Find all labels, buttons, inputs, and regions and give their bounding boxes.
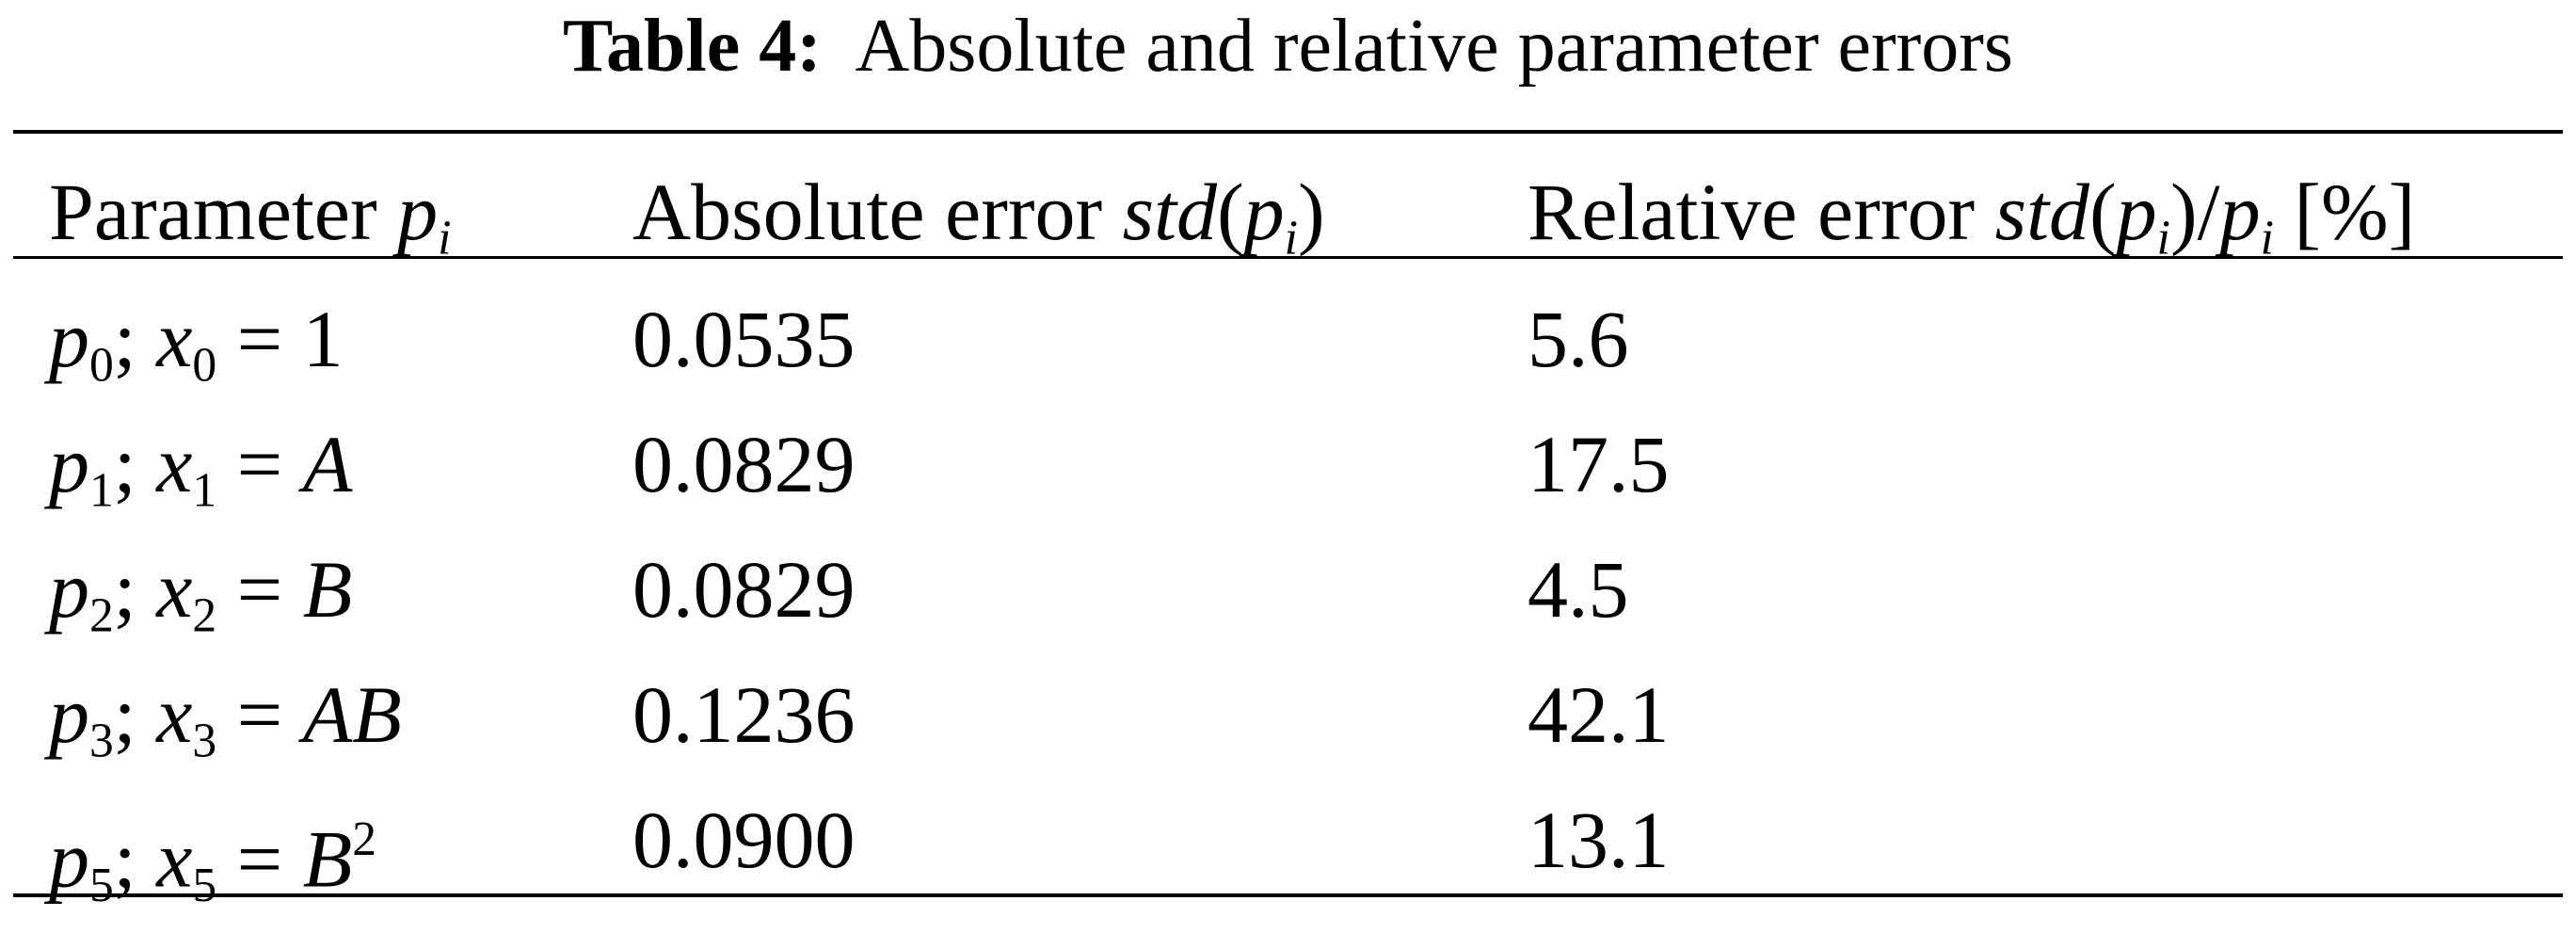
cell-text: = [216,544,303,635]
cell-text: std [1122,167,1217,257]
page: Table 4: Absolute and relative parameter… [0,4,2576,912]
cell-text: 1 [192,463,217,518]
cell-text: ; [113,669,157,760]
cell-text: A [302,419,353,509]
cell-text: 5 [192,859,217,912]
cell-text: B [302,813,353,905]
table-cell: 4.5 [1528,542,1629,636]
table-cell: 13.1 [1528,793,1670,887]
table-caption: Table 4: Absolute and relative parameter… [0,4,2576,88]
cell-text: ) [1297,167,1325,257]
cell-text: p [49,544,89,635]
caption-label: Table 4: [562,5,822,88]
cell-text: = 1 [216,294,344,384]
cell-text: i [438,211,452,265]
cell-text: std [1994,167,2090,257]
cell-text: 1 [89,463,114,518]
table-cell: 0.0535 [632,292,856,386]
cell-text: AB [302,669,402,760]
cell-text: p [397,167,439,257]
cell-text: ; [113,813,157,905]
cell-text: 42.1 [1528,669,1670,760]
cell-text: p [2219,167,2261,257]
cell-text: B [302,544,353,635]
cell-text: ( [2089,167,2117,257]
cell-text: 2 [192,588,217,643]
cell-text: = [216,669,303,760]
table-cell: 42.1 [1528,668,1670,762]
top-rule [13,130,2563,134]
header-cell: Relative error std(pi)/pi [%] [1528,165,2415,285]
cell-text: = [216,813,303,905]
cell-text: 13.1 [1528,795,1670,885]
cell-text: p [49,669,89,760]
cell-text: x [156,294,193,384]
header-cell: Absolute error std(pi) [632,165,1325,285]
cell-text: i [2260,211,2274,265]
table-cell: 17.5 [1528,417,1670,511]
cell-text: p [2116,167,2157,257]
cell-text: i [2156,211,2171,265]
table-cell: 0.1236 [632,668,856,762]
cell-text: Absolute error [632,167,1123,257]
cell-text: 0.0535 [632,294,856,384]
header-cell: Parameter pi [49,165,451,285]
cell-text: 5.6 [1528,294,1629,384]
cell-text: = [216,419,303,509]
cell-text: p [49,419,89,509]
cell-text: 2 [89,588,114,643]
cell-text: ; [113,419,157,509]
cell-text: p [49,813,89,905]
table-cell: p1; x1 = A [49,417,352,538]
cell-text: p [49,294,89,384]
table-cell: 0.0829 [632,417,856,511]
cell-text: 0.0829 [632,544,856,635]
cell-text: 3 [89,714,114,768]
table-cell: p0; x0 = 1 [49,292,344,412]
table-cell: 0.0900 [632,793,856,887]
cell-text: 4.5 [1528,544,1629,635]
bottom-rule [13,893,2563,897]
cell-text: 2 [352,812,377,866]
cell-text: 0.1236 [632,669,856,760]
cell-text: i [1284,211,1298,265]
cell-text: p [1243,167,1285,257]
cell-text: Relative error [1528,167,1995,257]
table-cell: 5.6 [1528,292,1629,386]
cell-text: 5 [89,859,114,912]
cell-text: ; [113,294,157,384]
cell-text: x [156,813,193,905]
caption-text: Absolute and relative parameter errors [855,5,2014,88]
cell-text: x [156,419,193,509]
table-cell: p2; x2 = B [49,542,352,663]
cell-text: 0 [89,338,114,393]
cell-text: [%] [2273,167,2416,257]
cell-text: x [156,669,193,760]
table-cell: p5; x5 = B2 [49,793,376,933]
cell-text: 0.0829 [632,419,856,509]
cell-text: 3 [192,714,217,768]
cell-text: ; [113,544,157,635]
table-cell: p3; x3 = AB [49,668,402,788]
header-rule [13,256,2563,259]
cell-text: 0 [192,338,217,393]
cell-text: 17.5 [1528,419,1670,509]
cell-text: 0.0900 [632,795,856,885]
cell-text: Parameter [49,167,398,257]
table-cell: 0.0829 [632,542,856,636]
cell-text: )/ [2170,167,2220,257]
cell-text: ( [1217,167,1244,257]
cell-text: x [156,544,193,635]
